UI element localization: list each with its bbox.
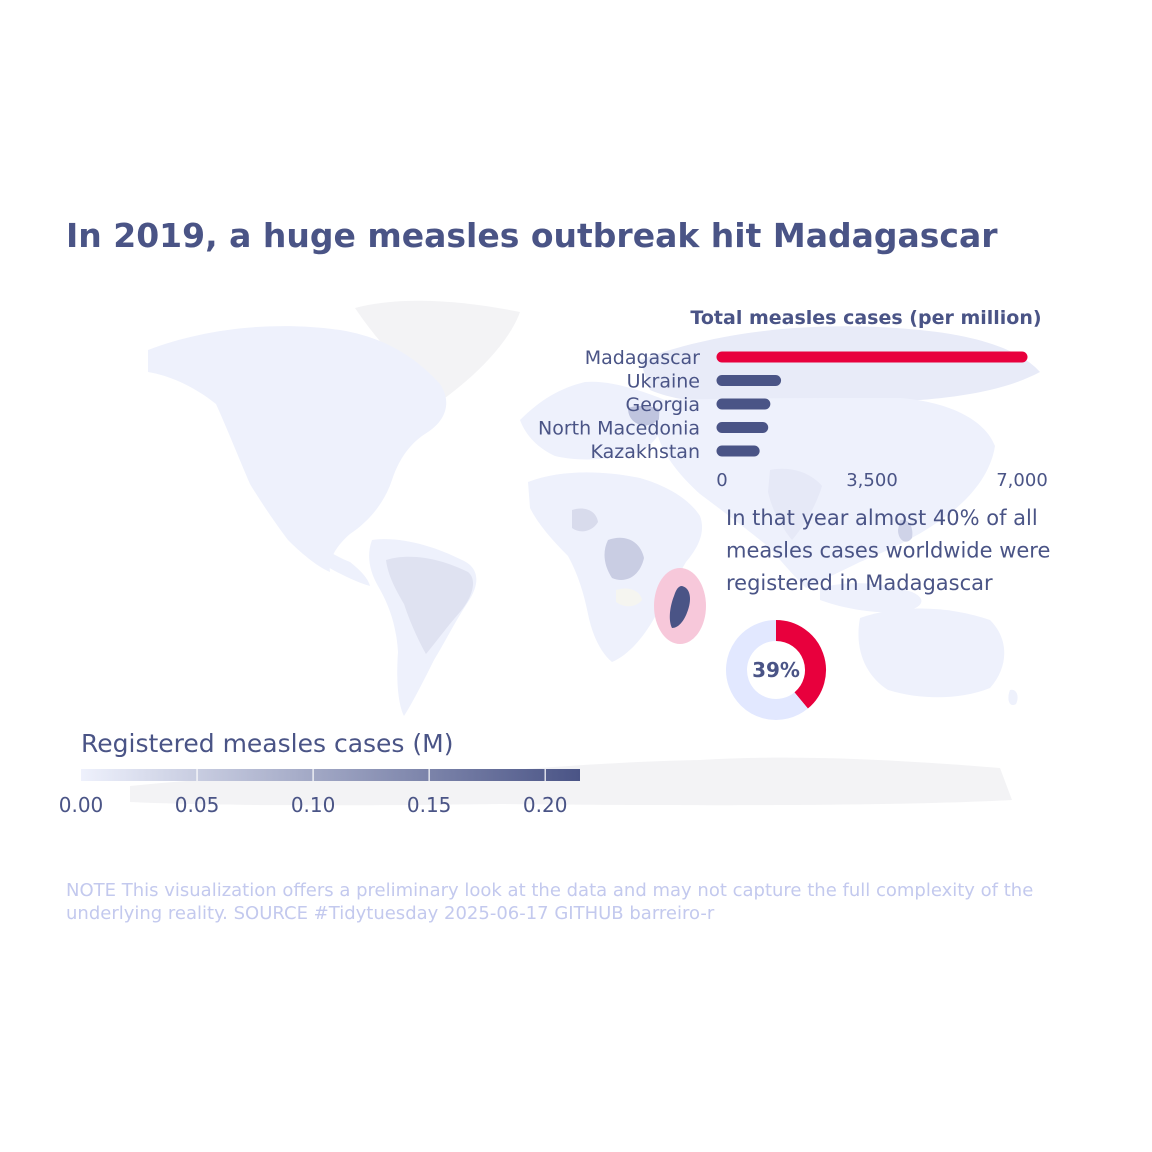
legend-tick-label: 0.20 — [523, 793, 568, 817]
annotation-line: In that year almost 40% of all — [726, 506, 1038, 530]
map-region-new-zealand — [1008, 689, 1018, 706]
legend-tick-label: 0.15 — [407, 793, 452, 817]
legend-colorbar — [81, 769, 580, 781]
legend-tick-label: 0.10 — [291, 793, 336, 817]
donut-slice — [775, 620, 826, 709]
bar-category-label: Ukraine — [627, 371, 700, 393]
bar-category-label: North Macedonia — [538, 418, 700, 440]
bar-chart-title: Total measles cases (per million) — [690, 307, 1041, 329]
annotation-line: registered in Madagascar — [726, 571, 993, 595]
map-region-madagascar — [669, 586, 690, 628]
annotation-line: measles cases worldwide were — [726, 539, 1050, 563]
map-region-australia — [858, 608, 1005, 698]
map-region-ukraine — [628, 405, 663, 426]
map-region-nigeria — [572, 508, 598, 532]
chart-title: In 2019, a huge measles outbreak hit Mad… — [66, 216, 998, 255]
x-tick-label: 3,500 — [846, 470, 898, 491]
map-region-japan — [936, 429, 954, 466]
donut-center-label: 39% — [752, 658, 800, 682]
map-region-dr-congo — [604, 537, 644, 580]
map-region-antarctica — [130, 757, 1012, 806]
legend-tick-label: 0.00 — [59, 793, 104, 817]
x-tick-label: 7,000 — [996, 470, 1048, 491]
x-tick-label: 0 — [716, 470, 727, 491]
map-region-brazil — [386, 556, 474, 654]
legend-tick-label: 0.05 — [175, 793, 220, 817]
map-region-india — [768, 468, 822, 540]
caption: NOTE This visualization offers a prelimi… — [66, 880, 1034, 924]
donut-chart: 39% — [726, 620, 826, 720]
color-legend: Registered measles cases (M) 0.00 0.05 0.1… — [59, 729, 580, 817]
map-region-philippines — [898, 519, 913, 542]
map-region-central-america — [300, 536, 370, 586]
bar-category-label: Madagascar — [585, 347, 700, 369]
annotation-text: In that year almost 40% of all measles ca… — [726, 506, 1050, 595]
bar-category-label: Georgia — [626, 394, 701, 416]
bar-chart: Total measles cases (per million) Madaga… — [538, 307, 1048, 491]
map-region-north-america — [148, 326, 447, 572]
map-region-greenland — [355, 300, 520, 398]
donut-slice — [726, 620, 808, 720]
map-region-russia — [640, 326, 1040, 404]
world-map — [130, 300, 1040, 806]
legend-title: Registered measles cases (M) — [81, 729, 453, 758]
map-region-europe — [520, 381, 667, 460]
map-region-indonesia — [820, 583, 922, 613]
bar-category-label: Kazakhstan — [591, 441, 700, 463]
map-region-southern-africa — [616, 588, 642, 607]
